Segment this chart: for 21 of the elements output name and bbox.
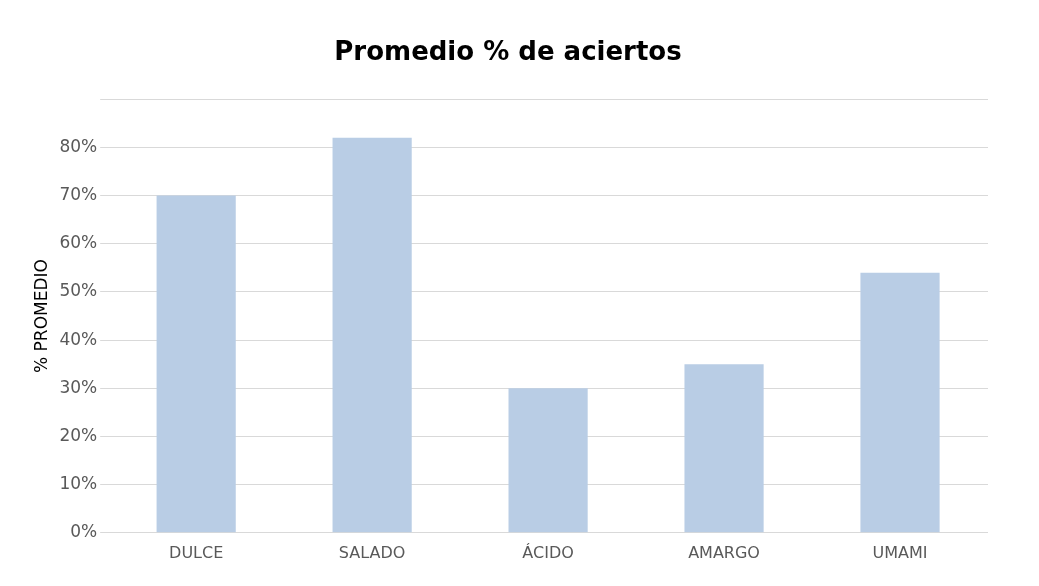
bar xyxy=(508,388,588,533)
y-tick-label: 70% xyxy=(59,183,98,204)
x-tick-label: DULCE xyxy=(169,542,224,562)
y-axis-title: % PROMEDIO xyxy=(30,259,51,373)
bar xyxy=(860,272,940,533)
x-tick-label: SALADO xyxy=(338,542,406,562)
y-tick-label: 50% xyxy=(59,280,98,301)
bar xyxy=(156,195,236,533)
x-tick-label: UMAMI xyxy=(872,542,928,562)
y-tick-label: 40% xyxy=(59,328,98,349)
x-tick-label: ÁCIDO xyxy=(522,542,574,562)
y-tick-label: 80% xyxy=(59,135,98,156)
x-tick-label: AMARGO xyxy=(688,542,760,562)
y-tick-label: 10% xyxy=(59,473,98,494)
y-tick-label: 0% xyxy=(70,521,98,542)
y-tick-label: 60% xyxy=(59,232,98,253)
chart-title: Promedio % de aciertos xyxy=(334,36,682,67)
bar xyxy=(684,364,764,533)
y-tick-label: 20% xyxy=(59,424,98,445)
bar xyxy=(332,137,412,533)
y-tick-label: 30% xyxy=(59,376,98,397)
